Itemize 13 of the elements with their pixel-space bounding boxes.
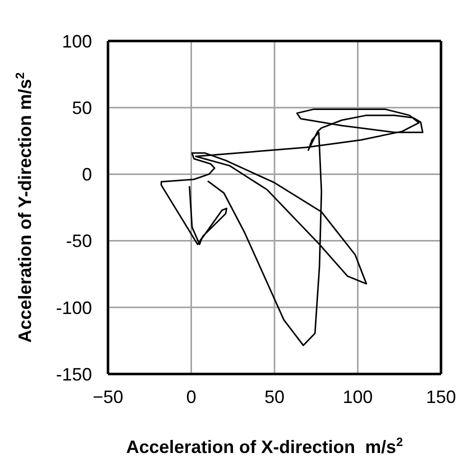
y-tick-label: 50 — [72, 98, 92, 118]
y-tick-label: 100 — [62, 31, 92, 52]
x-tick-label: 100 — [342, 386, 373, 407]
x-axis-title: Acceleration of X-direction m/s$^{2}$ — [126, 435, 404, 457]
x-tick-label: −50 — [92, 386, 124, 407]
x-tick-label: 50 — [264, 386, 285, 407]
y-tick-label: 0 — [82, 164, 92, 185]
x-tick-label: 150 — [426, 386, 456, 407]
y-tick-label: -100 — [56, 298, 92, 318]
y-tick-label: -150 — [56, 364, 92, 384]
x-tick-label: 0 — [186, 386, 196, 407]
y-tick-label: -50 — [66, 231, 92, 252]
line-series — [160, 108, 424, 346]
